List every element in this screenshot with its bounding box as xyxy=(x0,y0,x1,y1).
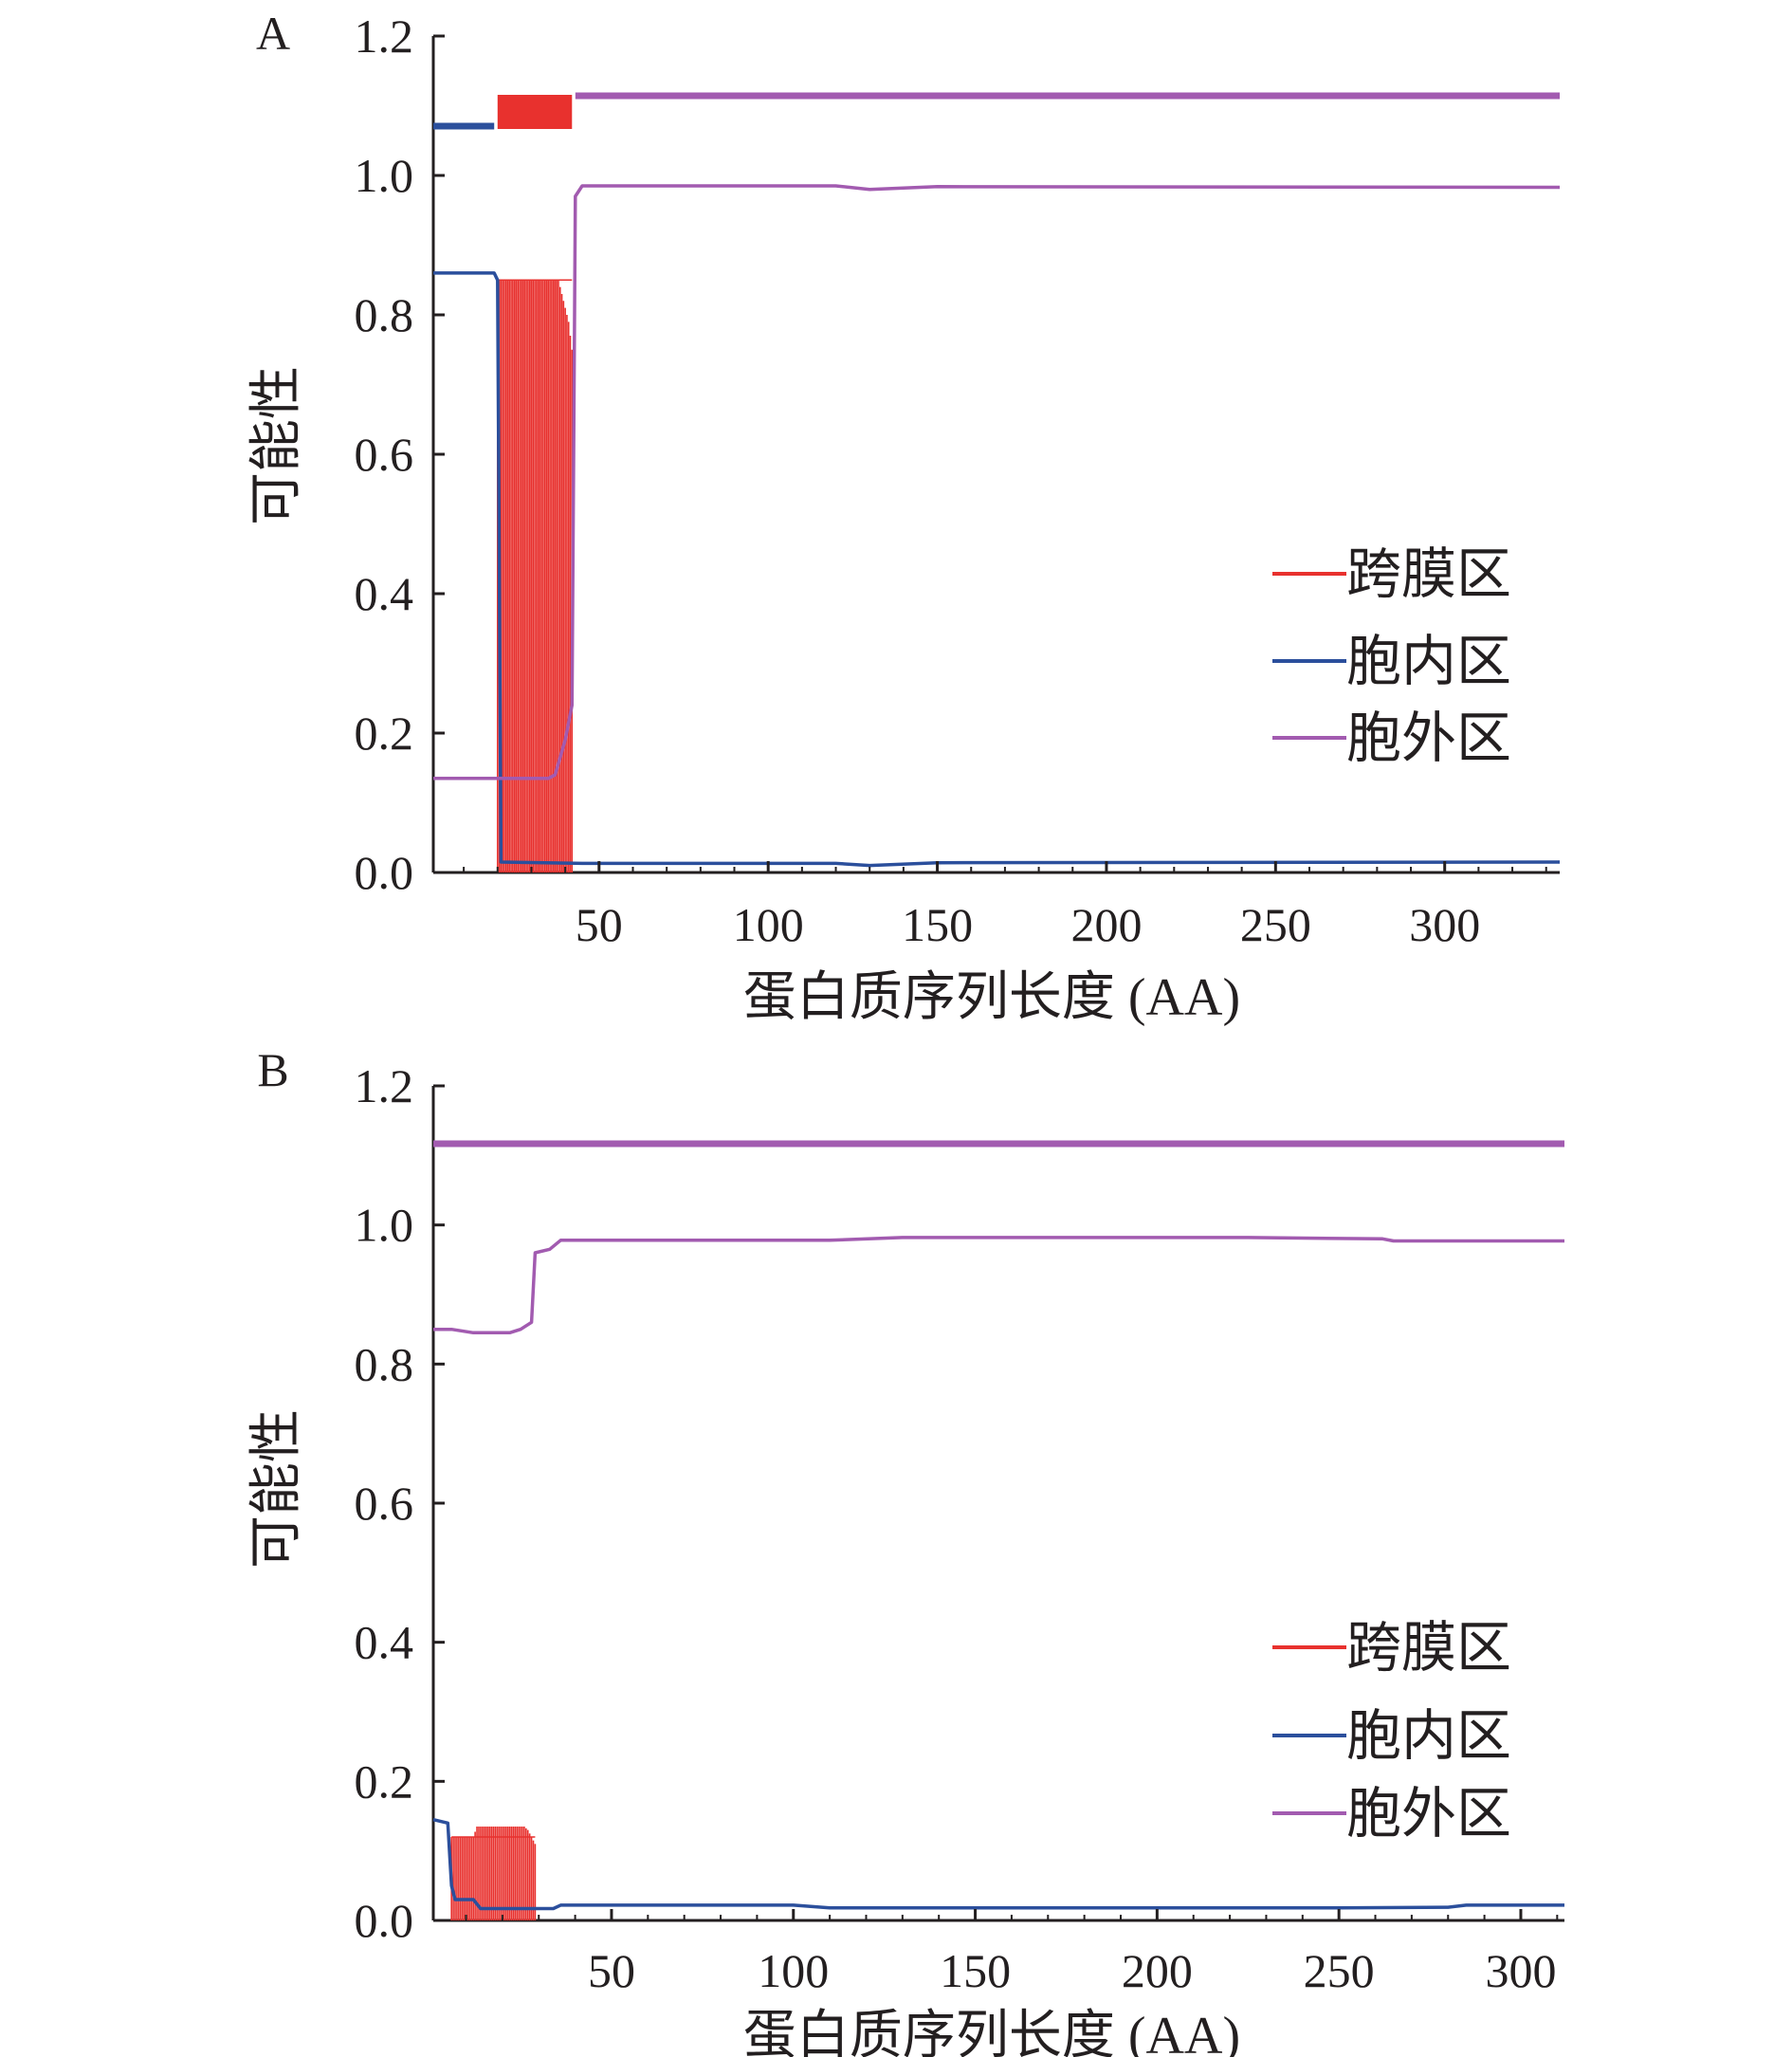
y-tick-label: 1.0 xyxy=(355,149,414,202)
x-axis-label-b: 蛋白质序列长度 (AA) xyxy=(743,2007,1240,2057)
y-tick-label: 0.6 xyxy=(355,428,414,481)
x-tick-label: 250 xyxy=(1240,898,1311,951)
y-tick-label: 1.2 xyxy=(355,9,414,63)
x-tick-label: 100 xyxy=(733,898,804,951)
legend-label: 胞内区 xyxy=(1346,1705,1511,1767)
y-tick-label: 1.0 xyxy=(355,1199,414,1252)
panel-label-a: A xyxy=(256,7,290,60)
x-tick-label: 100 xyxy=(758,1944,829,1997)
x-tick-label: 200 xyxy=(1070,898,1142,951)
x-tick-label: 50 xyxy=(588,1944,635,1997)
panel-a: A 0.0 0.2 0.4 0.6 0.8 1.0 1.2 50 100 150 200 250 300… xyxy=(247,7,1561,1027)
legend-label: 胞外区 xyxy=(1346,707,1511,769)
y-tick-label: 0.2 xyxy=(355,1754,414,1808)
y-axis-label-b: 可能性 xyxy=(247,1409,306,1569)
y-axis-label-a: 可能性 xyxy=(247,366,306,525)
x-tick-label: 300 xyxy=(1485,1944,1556,1997)
series-transmembrane xyxy=(496,279,574,872)
series-inside xyxy=(433,271,1561,868)
y-tick-label: 0.8 xyxy=(355,1337,414,1390)
y-tick-label: 0.2 xyxy=(355,707,414,760)
x-tick-label: 150 xyxy=(940,1944,1011,1997)
series-b xyxy=(432,1236,1564,1920)
series-outside xyxy=(433,184,1561,781)
ticks-b: 0.0 0.2 0.4 0.6 0.8 1.0 1.2 50 100 150 200 250 300 xyxy=(355,1059,1559,1997)
ticks-a: 0.0 0.2 0.4 0.6 0.8 1.0 1.2 50 100 150 200 250 300 xyxy=(355,9,1547,951)
legend-label: 跨膜区 xyxy=(1346,543,1511,605)
series-inside xyxy=(432,1817,1564,1911)
series-transmembrane xyxy=(450,1827,537,1920)
x-tick-label: 150 xyxy=(902,898,973,951)
topology-tm-segment xyxy=(497,95,573,129)
x-tick-label: 300 xyxy=(1409,898,1480,951)
x-tick-label: 250 xyxy=(1304,1944,1375,1997)
y-tick-label: 0.4 xyxy=(355,1616,414,1669)
x-tick-label: 50 xyxy=(576,898,623,951)
y-tick-label: 0.0 xyxy=(355,1894,414,1947)
x-axis-label-a: 蛋白质序列长度 (AA) xyxy=(743,968,1240,1027)
legend-label: 跨膜区 xyxy=(1346,1617,1511,1679)
y-tick-label: 0.0 xyxy=(355,846,414,899)
y-tick-label: 0.4 xyxy=(355,567,414,620)
x-tick-label: 200 xyxy=(1122,1944,1193,1997)
series-a xyxy=(433,184,1561,872)
legend-label: 胞外区 xyxy=(1346,1783,1511,1845)
topology-bar-a xyxy=(433,92,1560,130)
panel-label-b: B xyxy=(257,1043,288,1096)
panel-b: B 0.0 0.2 0.4 0.6 0.8 1.0 1.2 50 100 150 200 250 300… xyxy=(247,1043,1564,2057)
y-tick-label: 0.6 xyxy=(355,1477,414,1530)
y-tick-label: 0.8 xyxy=(355,288,414,341)
y-tick-label: 1.2 xyxy=(355,1059,414,1112)
series-outside xyxy=(433,1236,1564,1335)
legend-label: 胞内区 xyxy=(1346,631,1511,692)
